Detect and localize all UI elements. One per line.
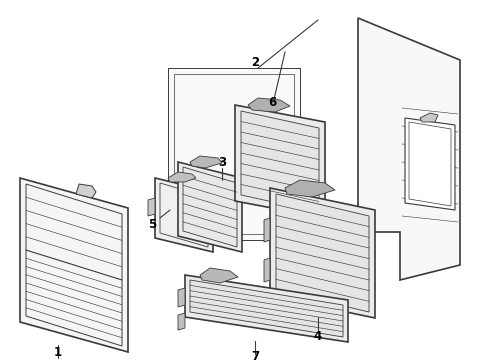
Polygon shape [148,198,155,216]
Polygon shape [270,188,375,318]
Polygon shape [178,162,242,252]
Text: 6: 6 [268,96,276,109]
Text: 3: 3 [218,156,226,168]
Polygon shape [185,275,348,342]
Polygon shape [190,280,343,337]
Polygon shape [200,268,238,283]
Polygon shape [276,194,369,312]
Polygon shape [264,258,270,282]
Polygon shape [405,118,455,210]
Polygon shape [168,172,196,182]
Polygon shape [76,184,96,198]
Polygon shape [420,113,438,122]
Polygon shape [190,156,222,168]
Polygon shape [183,167,237,247]
Polygon shape [285,180,335,197]
Polygon shape [155,178,213,252]
Polygon shape [178,288,185,307]
Polygon shape [168,68,300,240]
Polygon shape [264,218,270,242]
Polygon shape [241,111,319,212]
Text: 4: 4 [314,330,322,343]
Text: 5: 5 [148,217,156,230]
Text: 2: 2 [251,57,259,69]
Polygon shape [160,183,208,247]
Polygon shape [235,105,325,218]
Polygon shape [26,184,122,346]
Polygon shape [358,18,460,280]
Text: 7: 7 [251,351,259,360]
Polygon shape [248,98,290,112]
Text: 1: 1 [54,346,62,360]
Polygon shape [178,313,185,330]
Polygon shape [20,178,128,352]
